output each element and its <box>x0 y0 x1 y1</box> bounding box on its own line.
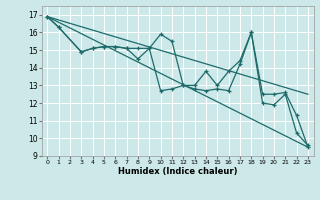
X-axis label: Humidex (Indice chaleur): Humidex (Indice chaleur) <box>118 167 237 176</box>
